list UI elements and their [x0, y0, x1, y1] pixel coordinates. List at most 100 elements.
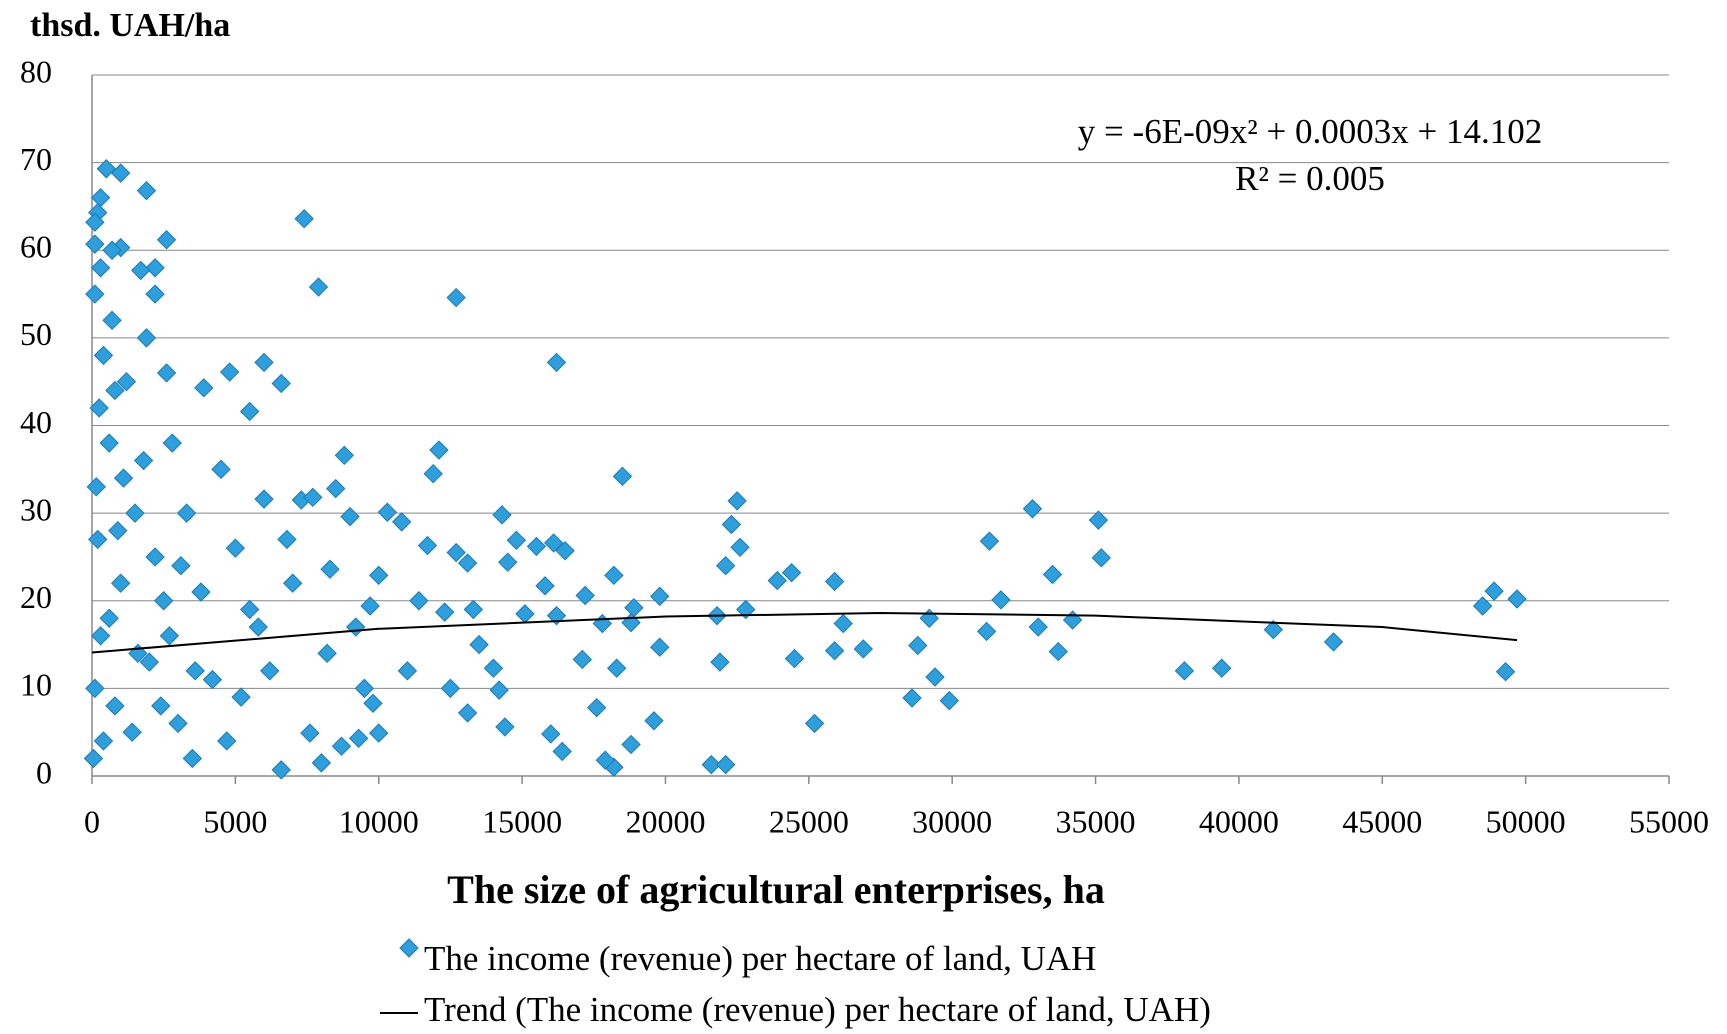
data-point: [572, 649, 593, 670]
y-tick-label: 50: [20, 316, 52, 352]
y-tick-label: 0: [36, 754, 52, 790]
data-point: [781, 563, 802, 583]
data-point: [83, 748, 104, 769]
y-tick-label: 20: [20, 579, 52, 615]
data-point: [526, 536, 547, 557]
x-tick-label: 25000: [769, 803, 849, 839]
legend-marker: [399, 938, 419, 958]
data-point: [85, 284, 105, 304]
data-point: [592, 613, 613, 634]
data-point: [308, 277, 329, 297]
x-tick-label: 45000: [1342, 803, 1422, 839]
data-point: [715, 754, 736, 775]
data-point: [191, 582, 211, 602]
data-point: [483, 658, 504, 678]
data-point: [727, 491, 747, 511]
x-tick-label: 40000: [1199, 803, 1279, 839]
data-point: [90, 626, 111, 646]
data-point: [360, 596, 380, 616]
data-point: [409, 591, 429, 611]
data-point: [139, 652, 160, 672]
trend-equation: y = -6E-09x² + 0.0003x + 14.102: [1078, 112, 1542, 151]
data-point: [575, 585, 595, 606]
data-point: [311, 753, 332, 773]
data-point: [320, 559, 340, 579]
data-point: [317, 643, 337, 664]
data-point: [991, 590, 1011, 610]
data-point: [446, 542, 466, 563]
data-point: [721, 514, 742, 535]
legend-label: Trend (The income (revenue) per hectare …: [424, 990, 1211, 1029]
data-point: [604, 565, 624, 586]
data-point: [624, 598, 644, 618]
data-point: [85, 234, 105, 254]
legend-label: The income (revenue) per hectare of land…: [424, 939, 1096, 978]
data-point: [457, 703, 478, 723]
data-point: [1091, 548, 1111, 568]
data-point: [621, 612, 641, 633]
data-point: [650, 586, 670, 607]
data-point: [1495, 662, 1516, 682]
data-point: [331, 736, 352, 756]
data-point: [457, 553, 478, 573]
data-point: [108, 520, 128, 541]
x-tick-label: 55000: [1629, 803, 1709, 839]
data-point: [555, 541, 575, 561]
x-tick-label: 35000: [1056, 803, 1136, 839]
data-point: [89, 398, 109, 418]
data-point: [202, 669, 223, 690]
data-point: [294, 208, 314, 229]
data-point: [489, 680, 509, 700]
y-tick-label: 40: [20, 404, 52, 440]
x-tick-label: 20000: [625, 803, 705, 839]
data-point: [1174, 661, 1195, 681]
y-tick-label: 30: [20, 491, 52, 527]
data-point: [543, 533, 564, 553]
data-point: [440, 678, 461, 699]
trend-line: [91, 612, 1518, 654]
x-tick-label: 5000: [203, 803, 267, 839]
data-point: [979, 531, 1000, 551]
data-point: [976, 621, 997, 642]
data-point: [784, 648, 805, 669]
data-point: [541, 724, 561, 744]
data-point: [1212, 658, 1232, 678]
data-point: [145, 284, 165, 304]
data-point: [354, 678, 375, 699]
data-point: [644, 711, 664, 731]
data-point: [122, 722, 142, 742]
y-tick-label: 80: [20, 53, 52, 89]
y-axis-title: thsd. UAH/ha: [30, 7, 230, 44]
y-tick-label: 70: [20, 141, 52, 177]
data-point: [346, 617, 366, 637]
data-point: [546, 352, 567, 373]
data-point: [85, 212, 105, 232]
data-point: [498, 552, 518, 572]
y-tick-label: 60: [20, 229, 52, 265]
data-point: [824, 571, 845, 592]
data-point: [194, 378, 214, 398]
data-point: [429, 440, 449, 460]
data-point: [1062, 610, 1083, 630]
data-point: [90, 187, 111, 208]
data-point: [156, 363, 177, 383]
data-point: [185, 661, 205, 681]
data-point: [391, 512, 412, 532]
data-point: [1048, 641, 1068, 662]
data-point: [225, 538, 246, 558]
data-point: [715, 555, 736, 576]
data-point: [125, 503, 145, 523]
data-point: [925, 667, 945, 687]
data-point: [300, 723, 320, 743]
data-point: [369, 723, 389, 743]
data-point: [85, 678, 105, 699]
data-point: [902, 688, 922, 708]
data-point: [1022, 499, 1043, 519]
data-point: [102, 310, 122, 331]
data-point: [156, 230, 177, 250]
data-point: [469, 634, 489, 655]
data-point: [168, 713, 188, 734]
data-point: [105, 380, 125, 401]
data-point: [231, 687, 251, 707]
